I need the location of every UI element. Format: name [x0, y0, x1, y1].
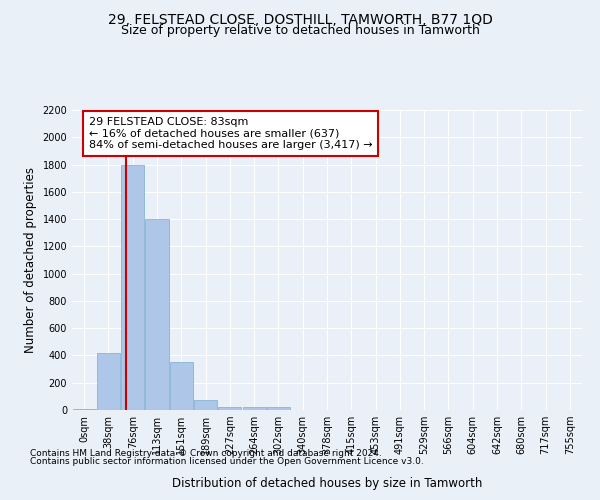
Bar	[73, 408, 95, 410]
Text: 29 FELSTEAD CLOSE: 83sqm
← 16% of detached houses are smaller (637)
84% of semi-: 29 FELSTEAD CLOSE: 83sqm ← 16% of detach…	[89, 117, 372, 150]
Bar	[121, 164, 144, 410]
Text: Distribution of detached houses by size in Tamworth: Distribution of detached houses by size …	[172, 477, 482, 490]
Text: Contains HM Land Registry data © Crown copyright and database right 2024.: Contains HM Land Registry data © Crown c…	[30, 448, 382, 458]
Text: 29, FELSTEAD CLOSE, DOSTHILL, TAMWORTH, B77 1QD: 29, FELSTEAD CLOSE, DOSTHILL, TAMWORTH, …	[107, 12, 493, 26]
Text: Contains public sector information licensed under the Open Government Licence v3: Contains public sector information licen…	[30, 457, 424, 466]
Bar	[218, 406, 241, 410]
Bar	[267, 408, 290, 410]
Bar	[170, 362, 193, 410]
Text: Size of property relative to detached houses in Tamworth: Size of property relative to detached ho…	[121, 24, 479, 37]
Bar	[242, 408, 266, 410]
Bar	[145, 219, 169, 410]
Bar	[97, 352, 120, 410]
Y-axis label: Number of detached properties: Number of detached properties	[24, 167, 37, 353]
Bar	[194, 400, 217, 410]
